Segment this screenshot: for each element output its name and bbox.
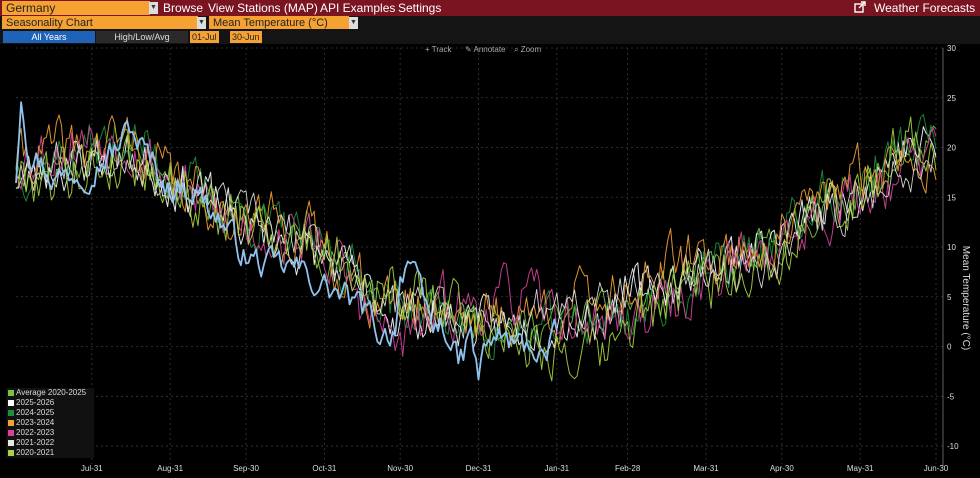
zoom-label: Zoom — [520, 45, 542, 54]
measure-select[interactable]: Mean Temperature (°C) — [209, 16, 349, 29]
legend-label: Average 2020-2025 — [16, 388, 87, 397]
country-select[interactable]: Germany — [2, 1, 150, 15]
dropdown-arrow-icon[interactable]: ▼ — [149, 2, 158, 14]
x-tick-label: Jul-31 — [81, 464, 103, 473]
x-tick-label: Jan-31 — [545, 464, 570, 473]
legend-label: 2024-2025 — [16, 408, 55, 417]
x-tick-label: Mar-31 — [693, 464, 719, 473]
annotate-label: Annotate — [473, 45, 506, 54]
legend-label: 2020-2021 — [16, 448, 55, 457]
legend-item[interactable]: 2022-2023 — [6, 428, 94, 438]
seasonality-chart[interactable]: 30 25 20 15 10 5 0 -5 -10 Jul-31 Aug-31 Sep-30 Oct-… — [0, 44, 980, 478]
legend-item[interactable]: Average 2020-2025 — [6, 388, 94, 398]
series-line — [15, 101, 558, 381]
crosshair-icon: + — [425, 45, 430, 54]
x-tick-label: May-31 — [847, 464, 874, 473]
y-tick-label: 20 — [947, 144, 956, 153]
y-tick-label: -10 — [947, 442, 959, 451]
start-date-field[interactable]: 01-Jul — [190, 31, 219, 43]
zoom-tool[interactable]: ⌕ Zoom — [514, 45, 541, 55]
magnifier-icon: ⌕ — [514, 45, 519, 54]
legend-item[interactable]: 2024-2025 — [6, 408, 94, 418]
tab-all-years[interactable]: All Years — [3, 31, 95, 43]
menu-view-stations[interactable]: View Stations (MAP) — [208, 1, 318, 15]
legend-item[interactable]: 2025-2026 — [6, 398, 94, 408]
x-tick-label: Oct-31 — [312, 464, 337, 473]
legend-label: 2025-2026 — [16, 398, 55, 407]
pencil-icon: ✎ — [465, 45, 472, 54]
top-menu-bar — [0, 0, 980, 16]
y-tick-label: -5 — [947, 392, 955, 401]
legend-item[interactable]: 2021-2022 — [6, 438, 94, 448]
menu-browse[interactable]: Browse — [163, 1, 204, 15]
track-label: Track — [431, 45, 452, 54]
x-tick-label: Sep-30 — [233, 464, 259, 473]
x-tick-label: Dec-31 — [466, 464, 492, 473]
y-tick-label: 0 — [947, 343, 952, 352]
series-line — [15, 116, 937, 382]
dropdown-arrow-icon[interactable]: ▼ — [349, 17, 358, 29]
y-axis-label: Mean Temperature (°C) — [960, 246, 971, 350]
menu-api-examples[interactable]: API Examples — [320, 1, 396, 15]
x-tick-label: Feb-28 — [615, 464, 641, 473]
y-tick-label: 10 — [947, 243, 956, 252]
legend-item[interactable]: 2023-2024 — [6, 418, 94, 428]
x-tick-label: Apr-30 — [770, 464, 795, 473]
weather-forecasts-link[interactable]: Weather Forecasts — [874, 1, 976, 15]
external-link-icon[interactable] — [854, 0, 866, 16]
legend-label: 2021-2022 — [16, 438, 55, 447]
x-tick-label: Nov-30 — [387, 464, 413, 473]
y-tick-label: 15 — [947, 193, 956, 202]
legend-label: 2022-2023 — [16, 428, 55, 437]
legend-item[interactable]: 2020-2021 — [6, 448, 94, 458]
y-tick-label: 25 — [947, 94, 956, 103]
end-date-field[interactable]: 30-Jun — [230, 31, 262, 43]
chart-type-select[interactable]: Seasonality Chart — [2, 16, 198, 29]
legend-label: 2023-2024 — [16, 418, 55, 427]
x-tick-label: Jun-30 — [924, 464, 949, 473]
x-tick-label: Aug-31 — [157, 464, 183, 473]
menu-settings[interactable]: Settings — [398, 1, 442, 15]
chart-legend: Average 2020-2025 2025-2026 2024-2025 20… — [6, 388, 94, 458]
y-tick-label: 30 — [947, 44, 956, 53]
y-tick-label: 5 — [947, 293, 952, 302]
tab-high-low-avg[interactable]: High/Low/Avg — [96, 31, 188, 43]
track-tool[interactable]: + Track — [425, 45, 451, 55]
dropdown-arrow-icon[interactable]: ▼ — [197, 17, 206, 29]
annotate-tool[interactable]: ✎ Annotate — [465, 45, 506, 55]
series-line — [15, 114, 937, 348]
